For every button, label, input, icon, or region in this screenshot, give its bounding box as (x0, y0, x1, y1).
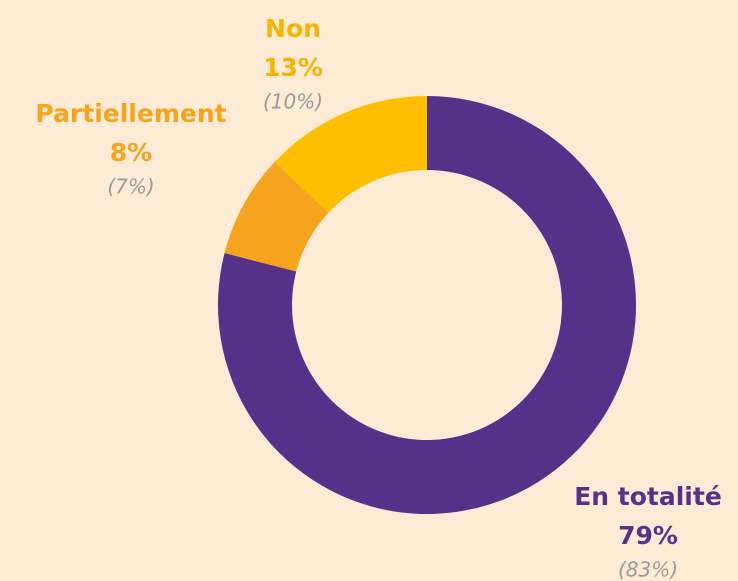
slice-label: Non (265, 14, 321, 43)
value-label: 79% (618, 521, 678, 550)
slice (274, 96, 427, 213)
value-label: 8% (110, 138, 152, 167)
slice-label: Partiellement (35, 99, 226, 128)
previous-value-label: (83%) (618, 558, 678, 581)
slice-label: En totalité (574, 482, 722, 511)
slice (224, 161, 329, 272)
value-label: 13% (263, 53, 323, 82)
slice (218, 96, 636, 514)
previous-value-label: (10%) (263, 90, 323, 114)
previous-value-label: (7%) (107, 175, 154, 199)
